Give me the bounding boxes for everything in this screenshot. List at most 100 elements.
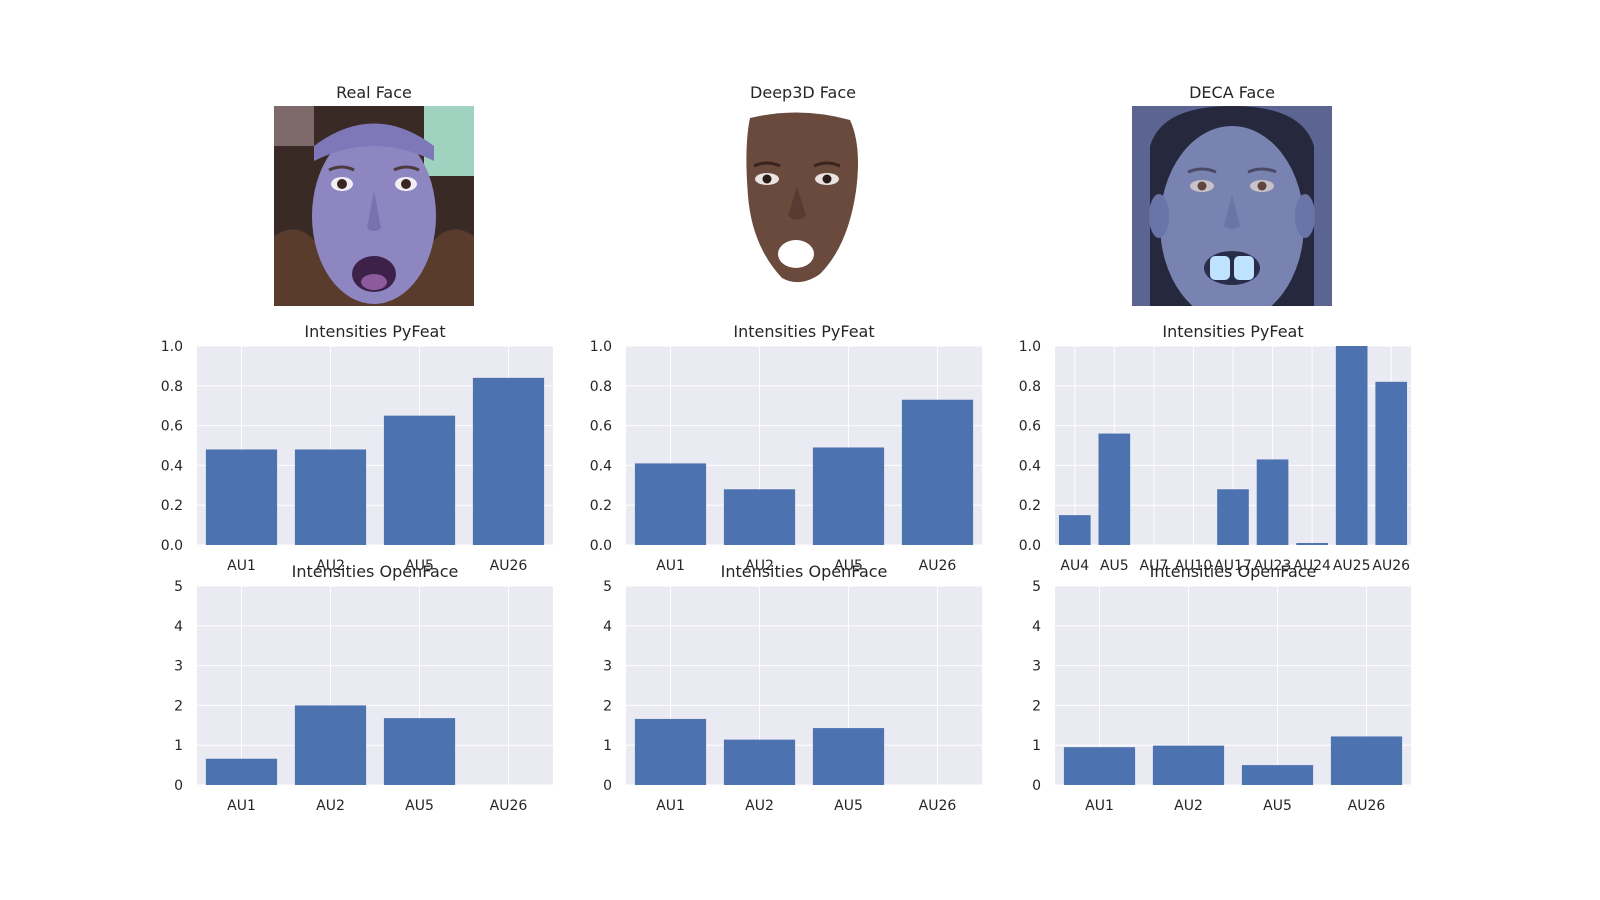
- bar-au26: [1375, 381, 1408, 545]
- bar-au5: [383, 415, 456, 545]
- y-tick-label: 1.0: [590, 339, 612, 355]
- x-tick-label: AU26: [919, 558, 957, 574]
- real-face-image: [274, 106, 474, 306]
- y-tick-label: 0.8: [161, 379, 183, 395]
- chart-title: Intensities PyFeat: [1162, 322, 1303, 341]
- y-tick-label: 0.2: [590, 498, 612, 514]
- x-tick-label: AU5: [405, 558, 434, 574]
- y-tick-label: 5: [1032, 579, 1041, 595]
- x-tick-label: AU2: [316, 798, 345, 814]
- deep3d-face-image: [746, 112, 858, 283]
- y-tick-label: 1.0: [1019, 339, 1041, 355]
- y-tick-label: 4: [603, 619, 612, 635]
- y-tick-label: 1: [1032, 738, 1041, 754]
- x-tick-label: AU5: [834, 558, 863, 574]
- y-tick-label: 0: [1032, 778, 1041, 794]
- x-tick-label: AU26: [490, 798, 528, 814]
- y-tick-label: 0.6: [1019, 419, 1041, 435]
- chart-title: Intensities OpenFace: [292, 562, 459, 581]
- x-tick-label: AU7: [1140, 558, 1169, 574]
- y-tick-label: 3: [174, 659, 183, 675]
- x-tick-label: AU5: [1263, 798, 1292, 814]
- chart-title: Intensities OpenFace: [1150, 562, 1317, 581]
- bar-au1: [205, 449, 278, 545]
- face-title-deep3d: Deep3D Face: [750, 83, 856, 102]
- y-tick-label: 0.4: [590, 458, 612, 474]
- face-title-deca: DECA Face: [1189, 83, 1275, 102]
- y-tick-label: 0: [174, 778, 183, 794]
- bar-au5: [1241, 765, 1314, 785]
- y-tick-label: 1: [603, 738, 612, 754]
- y-tick-label: 0.8: [1019, 379, 1041, 395]
- bar-au5: [812, 728, 885, 785]
- x-tick-label: AU2: [316, 558, 345, 574]
- x-tick-label: AU10: [1175, 558, 1213, 574]
- x-tick-label: AU26: [919, 798, 957, 814]
- bar-au17: [1217, 489, 1249, 545]
- x-tick-label: AU23: [1254, 558, 1292, 574]
- y-tick-label: 0.4: [161, 458, 183, 474]
- y-tick-label: 0.4: [1019, 458, 1041, 474]
- x-tick-label: AU26: [1348, 798, 1386, 814]
- x-tick-label: AU4: [1060, 558, 1089, 574]
- chart-title: Intensities OpenFace: [721, 562, 888, 581]
- deca-face-image: [1132, 106, 1332, 306]
- y-tick-label: 0.2: [1019, 498, 1041, 514]
- bar-au4: [1058, 515, 1091, 545]
- y-tick-label: 1: [174, 738, 183, 754]
- x-tick-label: AU24: [1293, 558, 1331, 574]
- y-tick-label: 5: [603, 579, 612, 595]
- y-tick-label: 5: [174, 579, 183, 595]
- plot-area: [197, 586, 553, 785]
- x-tick-label: AU1: [656, 798, 685, 814]
- y-tick-label: 2: [603, 698, 612, 714]
- bar-au26: [472, 377, 545, 545]
- bar-au5: [383, 718, 456, 785]
- x-tick-label: AU17: [1214, 558, 1252, 574]
- y-tick-label: 0.8: [590, 379, 612, 395]
- y-tick-label: 4: [1032, 619, 1041, 635]
- bar-au1: [634, 463, 707, 545]
- face-title-real: Real Face: [336, 83, 412, 102]
- x-tick-label: AU1: [227, 798, 256, 814]
- bar-au1: [634, 718, 707, 785]
- y-tick-label: 2: [174, 698, 183, 714]
- x-tick-label: AU2: [745, 798, 774, 814]
- chart-title: Intensities PyFeat: [304, 322, 445, 341]
- bar-au5: [812, 447, 885, 545]
- x-tick-label: AU1: [227, 558, 256, 574]
- y-tick-label: 4: [174, 619, 183, 635]
- bar-au2: [294, 449, 367, 545]
- bar-au2: [1152, 745, 1225, 785]
- y-tick-label: 1.0: [161, 339, 183, 355]
- x-tick-label: AU2: [1174, 798, 1203, 814]
- x-tick-label: AU5: [1100, 558, 1129, 574]
- x-tick-label: AU2: [745, 558, 774, 574]
- y-tick-label: 3: [1032, 659, 1041, 675]
- x-tick-label: AU26: [490, 558, 528, 574]
- bar-au5: [1098, 433, 1131, 545]
- y-tick-label: 0.0: [1019, 538, 1041, 554]
- chart-title: Intensities PyFeat: [733, 322, 874, 341]
- bar-au2: [723, 489, 796, 545]
- bar-au23: [1256, 459, 1289, 545]
- bar-au26: [901, 399, 974, 545]
- y-tick-label: 0.6: [161, 419, 183, 435]
- x-tick-label: AU25: [1333, 558, 1371, 574]
- y-tick-label: 3: [603, 659, 612, 675]
- bar-au1: [1063, 747, 1136, 785]
- y-tick-label: 0.2: [161, 498, 183, 514]
- y-tick-label: 0.0: [161, 538, 183, 554]
- y-tick-label: 0: [603, 778, 612, 794]
- y-tick-label: 0.6: [590, 419, 612, 435]
- bar-au24: [1296, 543, 1328, 545]
- x-tick-label: AU5: [405, 798, 434, 814]
- x-tick-label: AU26: [1372, 558, 1410, 574]
- bar-au25: [1335, 346, 1368, 545]
- y-tick-label: 0.0: [590, 538, 612, 554]
- bar-au2: [294, 705, 367, 785]
- y-tick-label: 2: [1032, 698, 1041, 714]
- bar-au2: [723, 739, 796, 785]
- x-tick-label: AU5: [834, 798, 863, 814]
